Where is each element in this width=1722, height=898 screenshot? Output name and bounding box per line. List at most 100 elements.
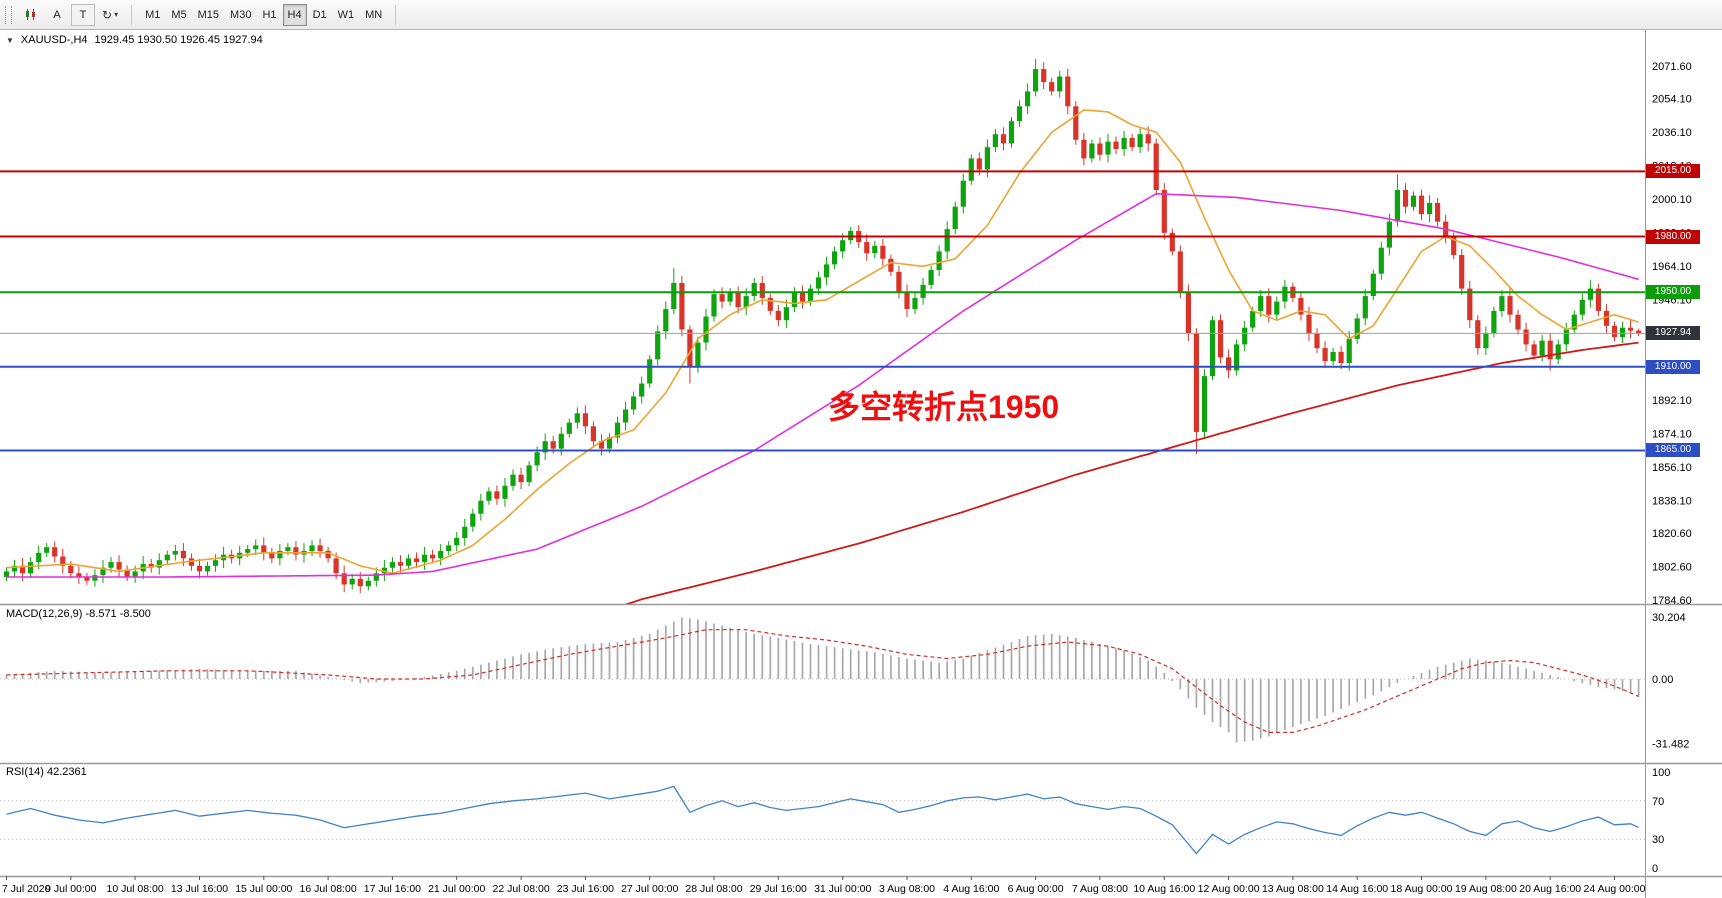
rsi-label: RSI(14) 42.2361 xyxy=(6,766,87,778)
svg-text:13 Jul 16:00: 13 Jul 16:00 xyxy=(171,883,228,895)
candlestick-icon xyxy=(26,9,35,20)
svg-text:28 Jul 08:00: 28 Jul 08:00 xyxy=(685,883,742,895)
svg-text:7 Jul 2020: 7 Jul 2020 xyxy=(2,883,51,895)
svg-text:18 Aug 00:00: 18 Aug 00:00 xyxy=(1391,883,1453,895)
svg-text:3 Aug 08:00: 3 Aug 08:00 xyxy=(879,883,935,895)
ma-fast-line xyxy=(6,109,1639,575)
svg-text:31 Jul 00:00: 31 Jul 00:00 xyxy=(814,883,871,895)
timeframe-MN[interactable]: MN xyxy=(360,4,387,26)
svg-text:29 Jul 16:00: 29 Jul 16:00 xyxy=(750,883,807,895)
current-price-tag: 1927.94 xyxy=(1646,326,1700,340)
svg-text:20 Aug 16:00: 20 Aug 16:00 xyxy=(1519,883,1581,895)
svg-text:23 Jul 16:00: 23 Jul 16:00 xyxy=(557,883,614,895)
symbol-timeframe: XAUUSD-,H4 xyxy=(20,34,88,46)
macd-label: MACD(12,26,9) -8.571 -8.500 xyxy=(6,608,151,620)
svg-text:6 Aug 00:00: 6 Aug 00:00 xyxy=(1008,883,1064,895)
macd-panel xyxy=(0,617,1645,743)
price-tag-1910.00: 1910.00 xyxy=(1646,360,1700,374)
svg-text:12 Aug 00:00: 12 Aug 00:00 xyxy=(1198,883,1260,895)
svg-text:7 Aug 08:00: 7 Aug 08:00 xyxy=(1072,883,1128,895)
chart-annotation[interactable]: 多空转折点1950 xyxy=(828,389,1060,425)
text-tool-button[interactable]: T xyxy=(71,3,95,26)
chart-window: 2071.602054.102036.102018.102000.101982.… xyxy=(0,30,1722,898)
rsi-panel xyxy=(0,785,1645,855)
macd-signal-line xyxy=(6,629,1639,733)
text-tool-label: T xyxy=(79,8,87,21)
ma-mid-line xyxy=(6,192,1639,578)
svg-text:0: 0 xyxy=(1652,863,1658,875)
svg-text:17 Jul 16:00: 17 Jul 16:00 xyxy=(364,883,421,895)
svg-text:1964.10: 1964.10 xyxy=(1652,261,1692,273)
svg-text:0.00: 0.00 xyxy=(1652,674,1673,686)
price-tag-1865.00: 1865.00 xyxy=(1646,443,1700,457)
svg-text:9 Jul 00:00: 9 Jul 00:00 xyxy=(45,883,97,895)
main-plot[interactable] xyxy=(3,58,1642,618)
price-tag-2015.00: 2015.00 xyxy=(1646,164,1700,178)
cursor-tool-button[interactable]: A xyxy=(45,4,69,26)
chevron-down-icon: ▾ xyxy=(114,10,119,19)
timeframe-H1[interactable]: H1 xyxy=(257,4,281,26)
svg-text:1874.10: 1874.10 xyxy=(1652,429,1692,441)
refresh-dropdown-button[interactable]: ↻ ▾ xyxy=(97,4,123,26)
quote-toggle-icon[interactable]: ▼ xyxy=(6,35,14,45)
svg-text:1802.60: 1802.60 xyxy=(1652,562,1692,574)
cycle-icon: ↻ xyxy=(102,7,113,22)
timeframe-D1[interactable]: D1 xyxy=(308,4,332,26)
svg-text:15 Jul 00:00: 15 Jul 00:00 xyxy=(235,883,292,895)
svg-text:2000.10: 2000.10 xyxy=(1652,194,1692,206)
svg-text:1856.10: 1856.10 xyxy=(1652,462,1692,474)
svg-text:2071.60: 2071.60 xyxy=(1652,61,1692,73)
cursor-tool-label: A xyxy=(53,8,61,21)
ma-slow-line xyxy=(624,341,1639,604)
chart-header: ▼ XAUUSD-,H4 1929.45 1930.50 1926.45 192… xyxy=(6,34,263,46)
svg-text:14 Aug 16:00: 14 Aug 16:00 xyxy=(1326,883,1388,895)
svg-text:10 Aug 16:00: 10 Aug 16:00 xyxy=(1133,883,1195,895)
svg-text:24 Aug 00:00: 24 Aug 00:00 xyxy=(1584,883,1646,895)
rsi-line xyxy=(6,785,1639,855)
svg-text:2054.10: 2054.10 xyxy=(1652,94,1692,106)
svg-text:19 Aug 08:00: 19 Aug 08:00 xyxy=(1455,883,1517,895)
toolbar-separator xyxy=(131,4,133,25)
toolbar-grip[interactable] xyxy=(5,5,12,24)
rsi-value: 42.2361 xyxy=(46,766,87,778)
toolbar-separator xyxy=(395,4,397,25)
svg-text:-31.482: -31.482 xyxy=(1652,739,1689,751)
macd-histogram xyxy=(5,617,1640,743)
svg-text:30: 30 xyxy=(1652,834,1664,846)
chart-type-button[interactable] xyxy=(19,4,43,26)
timeframe-M5[interactable]: M5 xyxy=(166,4,191,26)
header-ohlc: 1929.45 1930.50 1926.45 1927.94 xyxy=(94,34,263,46)
svg-text:1820.60: 1820.60 xyxy=(1652,528,1692,540)
price-tag-1950.00: 1950.00 xyxy=(1646,285,1700,299)
chart-canvas[interactable]: 2071.602054.102036.102018.102000.101982.… xyxy=(0,30,1722,898)
svg-text:100: 100 xyxy=(1652,767,1670,779)
timeframe-M15[interactable]: M15 xyxy=(193,4,224,26)
timeframe-H4[interactable]: H4 xyxy=(282,3,307,26)
svg-text:1892.10: 1892.10 xyxy=(1652,395,1692,407)
timeframe-M1[interactable]: M1 xyxy=(140,4,165,26)
svg-text:30.204: 30.204 xyxy=(1652,612,1686,624)
timeframe-bar: M1 M5 M15 M30 H1 H4 D1 W1 MN xyxy=(140,3,387,26)
svg-text:2036.10: 2036.10 xyxy=(1652,127,1692,139)
rsi-name: RSI(14) xyxy=(6,766,44,778)
svg-text:4 Aug 16:00: 4 Aug 16:00 xyxy=(943,883,999,895)
svg-text:27 Jul 00:00: 27 Jul 00:00 xyxy=(621,883,678,895)
svg-text:22 Jul 08:00: 22 Jul 08:00 xyxy=(492,883,549,895)
svg-text:13 Aug 08:00: 13 Aug 08:00 xyxy=(1262,883,1324,895)
svg-text:16 Jul 08:00: 16 Jul 08:00 xyxy=(299,883,356,895)
macd-values: -8.571 -8.500 xyxy=(85,608,151,620)
svg-text:1838.10: 1838.10 xyxy=(1652,496,1692,508)
svg-text:10 Jul 08:00: 10 Jul 08:00 xyxy=(106,883,163,895)
svg-text:1784.60: 1784.60 xyxy=(1652,595,1692,607)
price-axis[interactable]: 2071.602054.102036.102018.102000.101982.… xyxy=(1652,61,1692,875)
price-tag-1980.00: 1980.00 xyxy=(1646,230,1700,244)
candles-layer xyxy=(3,58,1642,594)
timeframe-M30[interactable]: M30 xyxy=(225,4,256,26)
timeframe-W1[interactable]: W1 xyxy=(333,4,360,26)
macd-name: MACD(12,26,9) xyxy=(6,608,83,620)
svg-text:21 Jul 00:00: 21 Jul 00:00 xyxy=(428,883,485,895)
toolbar: A T ↻ ▾ M1 M5 M15 M30 H1 H4 D1 W1 MN xyxy=(0,0,1722,30)
svg-text:70: 70 xyxy=(1652,796,1664,808)
